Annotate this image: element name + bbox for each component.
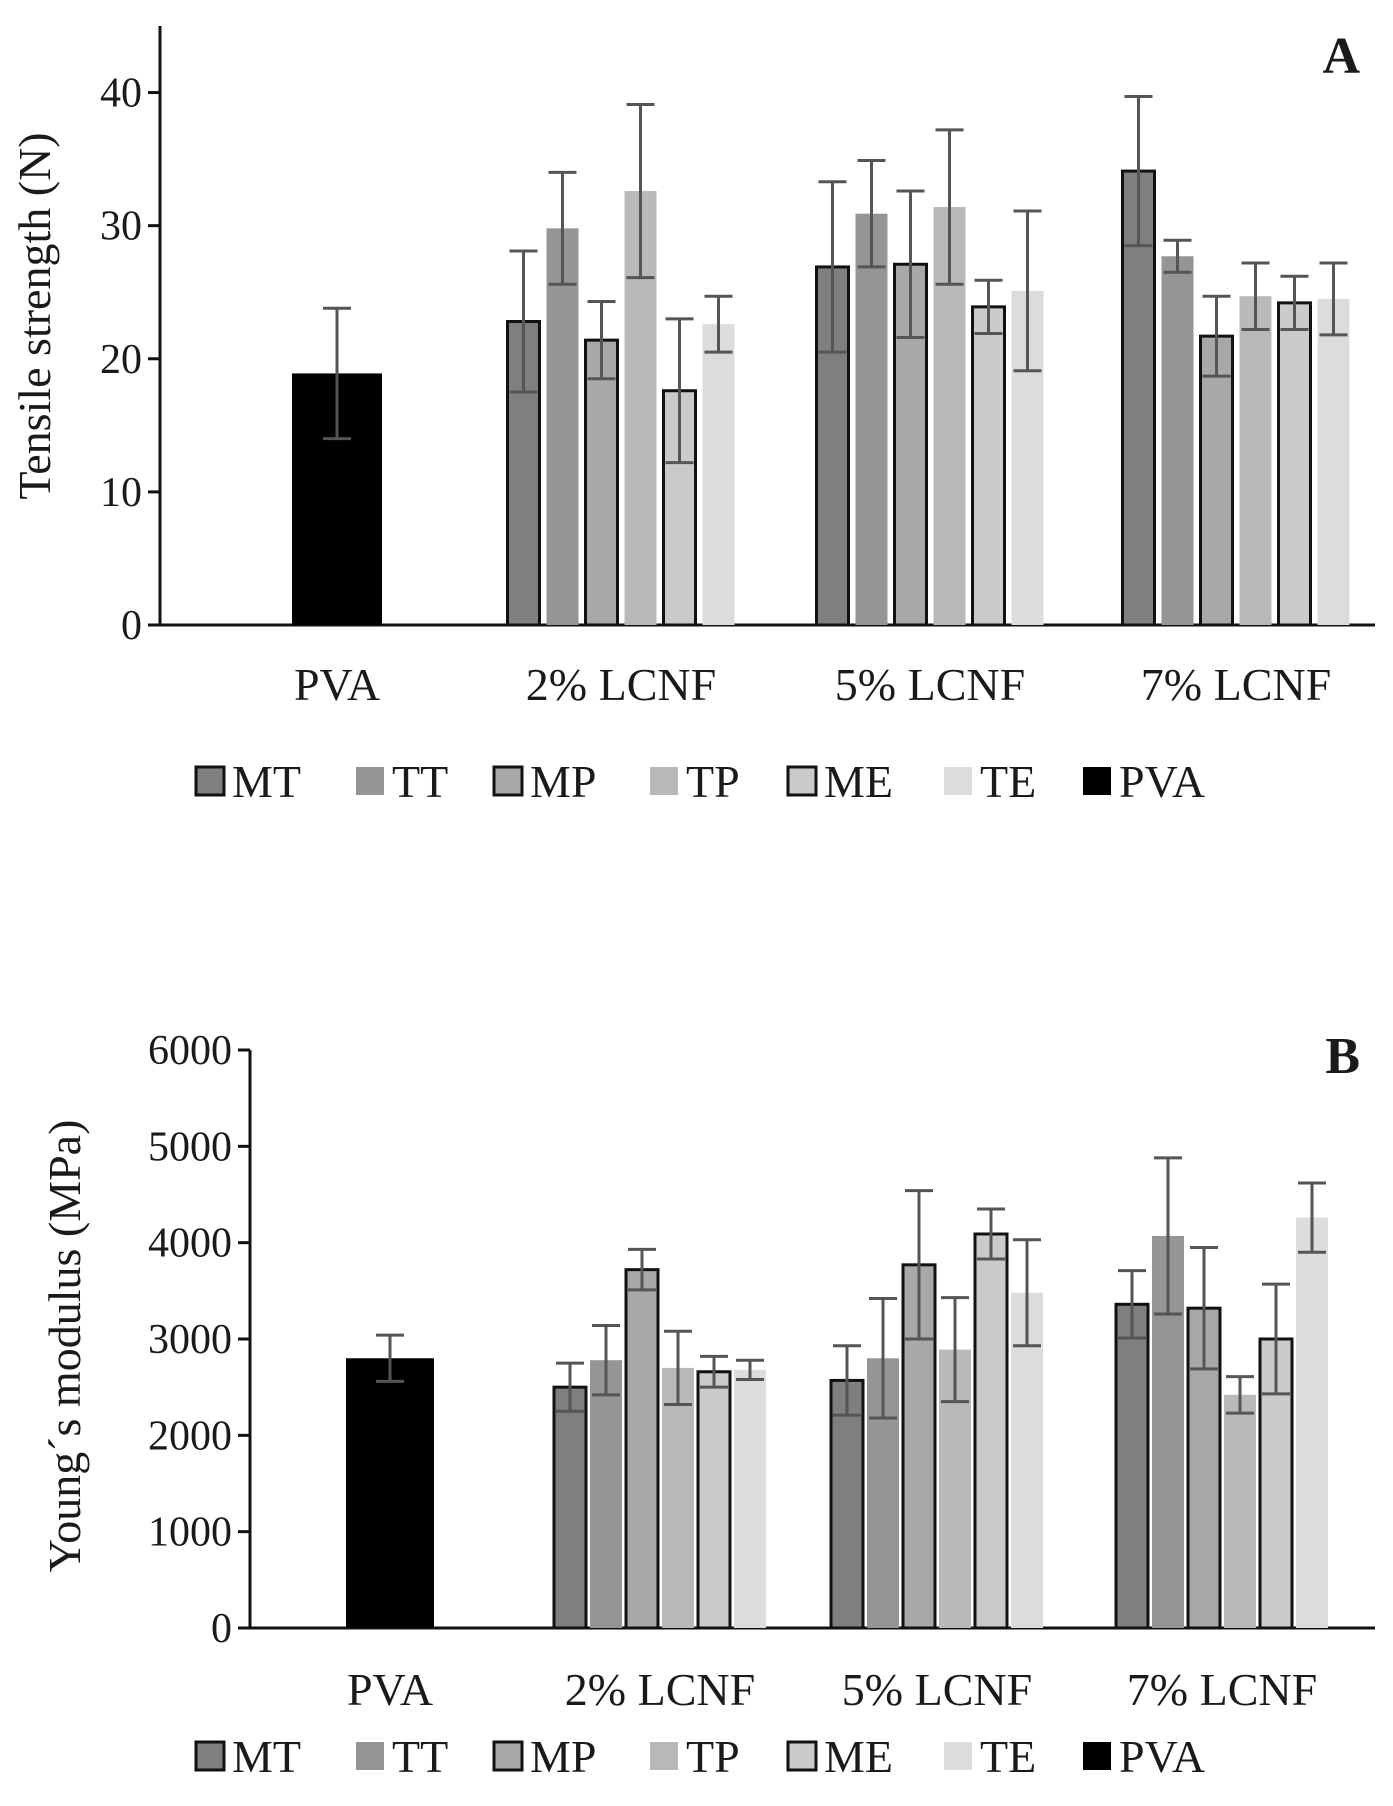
legend-label-mt: MT (232, 756, 301, 807)
y-tick-label-b: 3000 (148, 1317, 232, 1363)
legend-label-mp: MP (530, 1731, 596, 1782)
panel-label-a: A (1322, 28, 1360, 85)
legend-label-tp: TP (686, 756, 740, 807)
bar-tp-b (1224, 1394, 1256, 1628)
legend-swatch-mp (492, 1740, 524, 1772)
legend-b: MT TT MP TP ME TE PVA (194, 1731, 1205, 1782)
y-tick-label-b: 5000 (148, 1124, 232, 1170)
y-tick-label-b: 6000 (148, 1028, 232, 1074)
legend-swatch-pva (1083, 1742, 1111, 1770)
bar-mp-b (624, 1268, 660, 1630)
bar-me-a (971, 305, 1006, 627)
bar-te-a (1317, 298, 1350, 625)
legend-label-tt: TT (392, 756, 448, 807)
legend-label-me: ME (824, 756, 893, 807)
bar-tp-b (662, 1367, 694, 1628)
x-category-label-a: 2% LCNF (526, 659, 716, 710)
x-category-label-a: 5% LCNF (835, 659, 1025, 710)
x-category-label-a: 7% LCNF (1141, 659, 1331, 710)
legend-swatch-tt (356, 1742, 384, 1770)
bar-me-b (973, 1232, 1009, 1630)
y-axis-title-a: Tensile strength (N) (9, 132, 60, 499)
y-tick-label-b: 2000 (148, 1413, 232, 1459)
y-tick-label-a: 20 (100, 337, 142, 383)
bar-te-b (1296, 1217, 1328, 1628)
legend-label-mp: MP (530, 756, 596, 807)
bar-tp-a (1239, 296, 1272, 625)
legend-swatch-pva (1083, 767, 1111, 795)
legend-swatch-te (944, 1742, 972, 1770)
legend-swatch-mt (194, 1740, 226, 1772)
legend-swatch-me (786, 1740, 818, 1772)
bar-me-b (696, 1370, 732, 1630)
bar-mt-b (552, 1385, 588, 1630)
legend-label-me: ME (824, 1731, 893, 1782)
x-category-label-b: PVA (347, 1664, 433, 1715)
bar-tt-a (1161, 256, 1194, 625)
legend-a: MT TT MP TP ME TE PVA (194, 756, 1205, 807)
chart-panel-a: A Tensile strength (N) 0 10 20 30 40 PVA 2% LC… (9, 26, 1375, 807)
legend-label-te: TE (980, 1731, 1036, 1782)
y-axis-title-b: Young´s modulus (MPa) (39, 1120, 90, 1573)
legend-label-tt: TT (392, 1731, 448, 1782)
bar-mt-b (829, 1378, 865, 1630)
y-tick-label-b: 0 (211, 1606, 232, 1652)
bar-tt-a (546, 228, 579, 625)
x-category-label-b: 5% LCNF (842, 1664, 1032, 1715)
bar-mp-a (584, 338, 619, 627)
panel-label-b: B (1325, 1028, 1360, 1085)
legend-swatch-me (786, 765, 818, 797)
legend-swatch-te (944, 767, 972, 795)
legend-swatch-tp (650, 1742, 678, 1770)
bar-te-b (734, 1369, 766, 1628)
y-tick-label-a: 10 (100, 470, 142, 516)
legend-label-tp: TP (686, 1731, 740, 1782)
bar-mp-a (1199, 334, 1234, 627)
y-tick-label-a: 0 (121, 603, 142, 649)
bar-tt-b (590, 1360, 622, 1628)
bar-pva-b (346, 1358, 434, 1628)
x-category-label-a: PVA (294, 659, 380, 710)
x-category-label-b: 2% LCNF (565, 1664, 755, 1715)
legend-label-pva: PVA (1119, 756, 1205, 807)
legend-swatch-mp (492, 765, 524, 797)
bar-te-a (702, 324, 735, 625)
bar-mt-b (1114, 1302, 1150, 1630)
y-tick-label-a: 30 (100, 204, 142, 250)
y-tick-label-b: 4000 (148, 1221, 232, 1267)
legend-label-mt: MT (232, 1731, 301, 1782)
legend-label-pva: PVA (1119, 1731, 1205, 1782)
legend-label-te: TE (980, 756, 1036, 807)
y-tick-label-a: 40 (100, 71, 142, 117)
bar-me-a (1277, 301, 1312, 627)
y-tick-label-b: 1000 (148, 1510, 232, 1556)
bar-te-b (1011, 1292, 1043, 1628)
legend-swatch-tp (650, 767, 678, 795)
legend-swatch-mt (194, 765, 226, 797)
x-category-label-b: 7% LCNF (1127, 1664, 1317, 1715)
legend-swatch-tt (356, 767, 384, 795)
bar-tt-a (855, 213, 888, 626)
chart-panel-b: B Young´s modulus (MPa) 0 1000 2000 3000 400… (39, 1028, 1375, 1782)
